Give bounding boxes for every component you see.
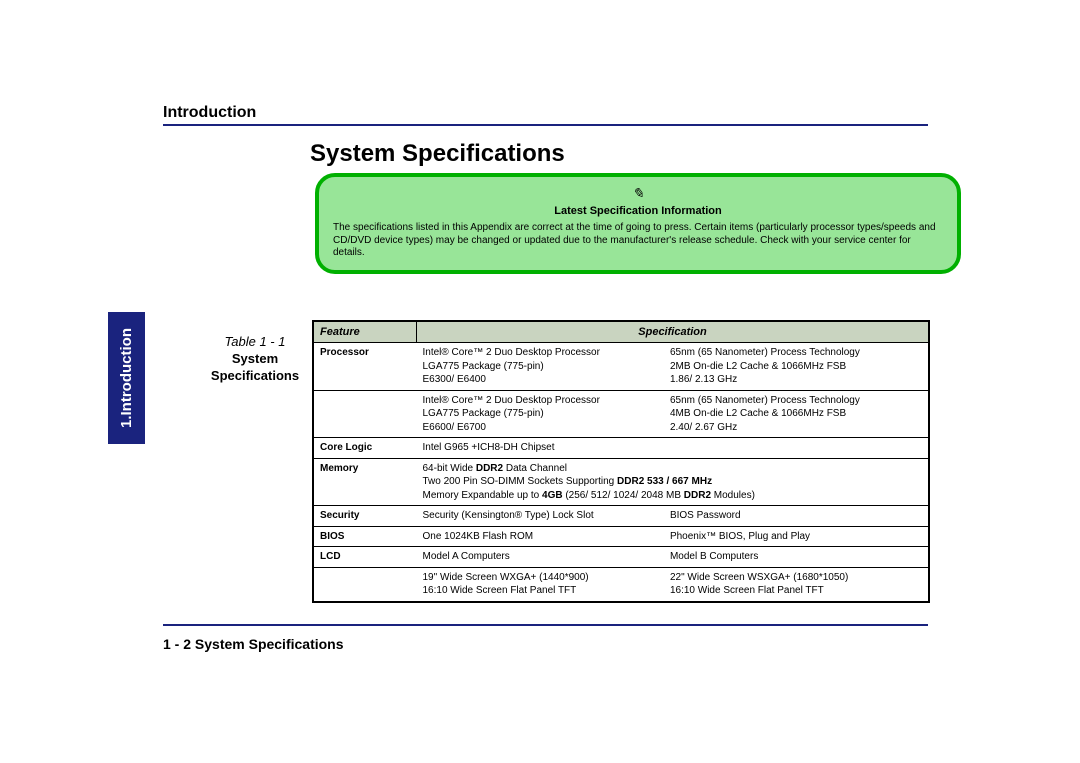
pencil-icon: ✎ (333, 185, 943, 203)
header-spec: Specification (417, 321, 930, 343)
cell-spec: 22" Wide Screen WSXGA+ (1680*1050) 16:10… (664, 567, 929, 602)
cell-feature (313, 390, 417, 438)
txt: 4GB (542, 490, 563, 501)
txt: LGA775 Package (775-pin) (423, 408, 544, 419)
cell-spec: One 1024KB Flash ROM (417, 526, 664, 547)
table-caption-label: Table 1 - 1 (200, 334, 310, 349)
txt: DDR2 533 / 667 MHz (617, 476, 712, 487)
cell-feature: Memory (313, 458, 417, 506)
table-caption-name-1: System (200, 351, 310, 366)
txt: 22" Wide Screen WSXGA+ (1680*1050) (670, 572, 848, 583)
cell-spec: Intel® Core™ 2 Duo Desktop Processor LGA… (417, 390, 664, 438)
cell-spec: 19" Wide Screen WXGA+ (1440*900) 16:10 W… (417, 567, 664, 602)
txt: 2MB On-die L2 Cache & 1066MHz FSB (670, 361, 846, 372)
table-row: Core Logic Intel G965 +ICH8-DH Chipset (313, 438, 929, 459)
note-title: Latest Specification Information (333, 205, 943, 219)
cell-feature: Core Logic (313, 438, 417, 459)
note-box: ✎ Latest Specification Information The s… (315, 173, 961, 274)
txt: Memory Expandable up to (423, 490, 543, 501)
txt: 1.86/ 2.13 GHz (670, 374, 737, 385)
cell-spec: 65nm (65 Nanometer) Process Technology 4… (664, 390, 929, 438)
txt: 16:10 Wide Screen Flat Panel TFT (670, 585, 824, 596)
table-caption-name-2: Specifications (200, 368, 310, 383)
txt: Modules) (711, 490, 755, 501)
txt: Intel® Core™ 2 Duo Desktop Processor (423, 347, 600, 358)
chapter-tab: 1.Introduction (108, 312, 145, 444)
txt: (256/ 512/ 1024/ 2048 MB (563, 490, 684, 501)
cell-spec: Model B Computers (664, 547, 929, 568)
cell-spec: 64-bit Wide DDR2 Data Channel Two 200 Pi… (417, 458, 930, 506)
table-row: Security Security (Kensington® Type) Loc… (313, 506, 929, 527)
txt: 19" Wide Screen WXGA+ (1440*900) (423, 572, 589, 583)
txt: 4MB On-die L2 Cache & 1066MHz FSB (670, 408, 846, 419)
txt: DDR2 (684, 490, 711, 501)
divider (163, 624, 928, 626)
cell-feature: LCD (313, 547, 417, 568)
txt: Data Channel (503, 463, 567, 474)
txt: 65nm (65 Nanometer) Process Technology (670, 347, 860, 358)
txt: LGA775 Package (775-pin) (423, 361, 544, 372)
table-row: Processor Intel® Core™ 2 Duo Desktop Pro… (313, 343, 929, 391)
txt: 16:10 Wide Screen Flat Panel TFT (423, 585, 577, 596)
table-row: LCD Model A Computers Model B Computers (313, 547, 929, 568)
cell-feature: Security (313, 506, 417, 527)
txt: Two 200 Pin SO-DIMM Sockets Supporting (423, 476, 618, 487)
txt: Intel® Core™ 2 Duo Desktop Processor (423, 395, 600, 406)
cell-spec: 65nm (65 Nanometer) Process Technology 2… (664, 343, 929, 391)
spec-table: Feature Specification Processor Intel® C… (312, 320, 930, 603)
txt: Intel G965 +ICH8-DH Chipset (423, 442, 555, 453)
page-footer: 1 - 2 System Specifications (163, 636, 344, 652)
page-title: System Specifications (310, 140, 565, 168)
cell-feature: BIOS (313, 526, 417, 547)
table-header-row: Feature Specification (313, 321, 929, 343)
cell-feature: Processor (313, 343, 417, 391)
txt: DDR2 (476, 463, 503, 474)
cell-spec: Intel G965 +ICH8-DH Chipset (417, 438, 930, 459)
table-caption: Table 1 - 1 System Specifications (200, 334, 310, 383)
cell-spec: Model A Computers (417, 547, 664, 568)
cell-spec: Security (Kensington® Type) Lock Slot (417, 506, 664, 527)
header-feature: Feature (313, 321, 417, 343)
table-row: Intel® Core™ 2 Duo Desktop Processor LGA… (313, 390, 929, 438)
txt: 2.40/ 2.67 GHz (670, 422, 737, 433)
txt: E6300/ E6400 (423, 374, 486, 385)
table-row: Memory 64-bit Wide DDR2 Data Channel Two… (313, 458, 929, 506)
table-row: 19" Wide Screen WXGA+ (1440*900) 16:10 W… (313, 567, 929, 602)
cell-spec: BIOS Password (664, 506, 929, 527)
note-text: The specifications listed in this Append… (333, 222, 943, 260)
table-row: BIOS One 1024KB Flash ROM Phoenix™ BIOS,… (313, 526, 929, 547)
cell-feature (313, 567, 417, 602)
cell-spec: Intel® Core™ 2 Duo Desktop Processor LGA… (417, 343, 664, 391)
document-page: 1.Introduction Introduction System Speci… (0, 0, 1080, 763)
section-header: Introduction (163, 104, 256, 122)
cell-spec: Phoenix™ BIOS, Plug and Play (664, 526, 929, 547)
txt: 64-bit Wide (423, 463, 476, 474)
txt: E6600/ E6700 (423, 422, 486, 433)
txt: 65nm (65 Nanometer) Process Technology (670, 395, 860, 406)
